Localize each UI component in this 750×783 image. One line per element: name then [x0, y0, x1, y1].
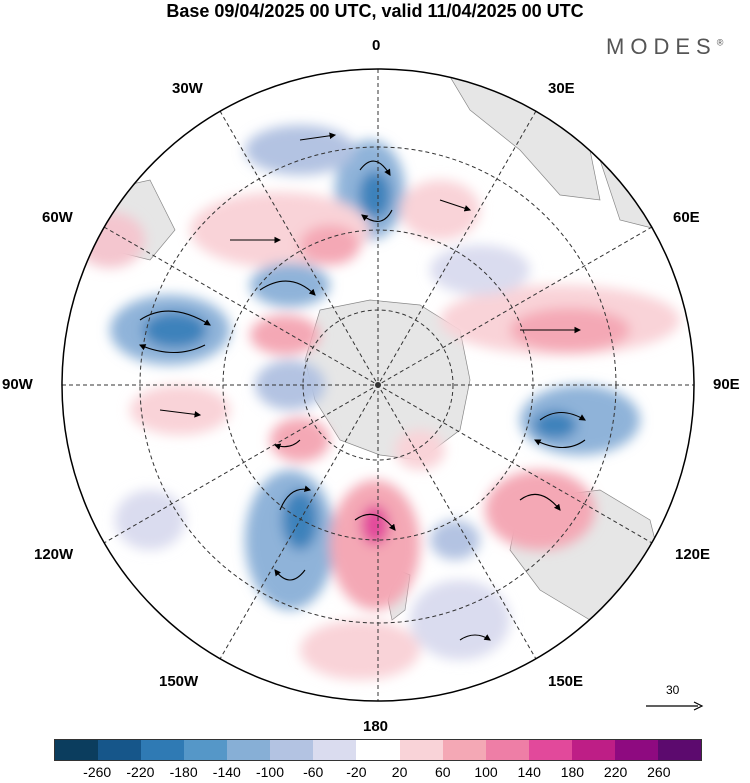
pos-anomaly — [300, 620, 420, 680]
pos-anomaly — [300, 225, 360, 265]
brand-text: MODES — [606, 34, 717, 59]
wind-vector — [138, 344, 206, 353]
reference-vector-arrow — [646, 701, 704, 711]
wind-vector — [539, 411, 586, 421]
lon-label-180: 180 — [363, 718, 389, 735]
neg-anomaly — [143, 312, 207, 348]
colorbar-segment — [614, 740, 658, 760]
wind-vector — [534, 439, 586, 449]
pos-anomaly — [130, 385, 230, 435]
colorbar-tick-label: 180 — [560, 764, 585, 780]
colorbar-tick-label: -180 — [169, 764, 198, 780]
pos-anomaly — [361, 505, 389, 545]
neg-anomaly — [430, 245, 530, 295]
colorbar-tick-label: 100 — [474, 764, 498, 780]
wind-vector — [299, 132, 337, 141]
neg-anomaly — [533, 411, 577, 439]
colorbar-segment — [485, 740, 529, 760]
colorbar-tick-label: -20 — [346, 764, 367, 780]
map-border — [61, 68, 695, 702]
registered-mark: ® — [716, 37, 724, 48]
wind-vector — [139, 310, 211, 326]
colorbar-tick-label: -140 — [212, 764, 241, 780]
colorbar-tick-label: 60 — [435, 764, 451, 780]
colorbar-tick-label: 260 — [647, 764, 671, 780]
lon-label-60w: 60W — [42, 209, 73, 226]
pos-anomaly — [395, 430, 445, 470]
neg-anomaly — [410, 580, 510, 660]
colorbar-segment — [270, 740, 314, 760]
colorbar-tick-label: 220 — [603, 764, 628, 780]
colorbar-segment — [313, 740, 357, 760]
neg-anomaly — [245, 125, 355, 175]
lon-label-120e: 120E — [675, 546, 711, 563]
lon-label-30e: 30E — [548, 80, 575, 97]
colorbar-segment — [141, 740, 185, 760]
wind-vector — [273, 439, 301, 450]
neg-anomaly — [430, 520, 480, 560]
chart-title: Base 09/04/2025 00 UTC, valid 11/04/2025… — [166, 1, 584, 21]
lon-label-60e: 60E — [673, 209, 700, 226]
modes-logo: MODES® — [606, 34, 723, 60]
wind-vector — [159, 409, 202, 418]
wind-vector — [259, 280, 316, 296]
pos-anomaly — [485, 470, 595, 550]
colorbar-segment — [657, 740, 701, 760]
wind-vector — [361, 209, 393, 222]
pos-anomaly — [75, 212, 145, 268]
colorbar-tick-label: 140 — [517, 764, 541, 780]
lon-label-0: 0 — [372, 37, 381, 54]
colorbar-segment — [528, 740, 572, 760]
pos-anomaly — [400, 180, 480, 240]
colorbar-tick-label: -220 — [126, 764, 155, 780]
pos-anomaly — [250, 315, 320, 355]
colorbar-segment — [442, 740, 486, 760]
wind-vector — [274, 569, 306, 581]
wind-vector — [519, 493, 561, 511]
colorbar-segment — [98, 740, 142, 760]
colorbar-tick-label: -60 — [303, 764, 324, 780]
wind-vector — [279, 485, 312, 511]
pole-marker — [375, 382, 381, 388]
wind-vector — [459, 634, 491, 641]
colorbar-tick-label: -100 — [255, 764, 285, 780]
wind-vectors — [138, 132, 586, 641]
neg-anomaly — [250, 263, 330, 307]
colorbar-segment — [184, 740, 228, 760]
wind-vector — [354, 513, 396, 531]
lon-label-30w: 30W — [172, 80, 203, 97]
lon-label-120w: 120W — [34, 546, 74, 563]
lon-label-90w: 90W — [2, 376, 33, 393]
colorbar-segment — [356, 740, 400, 760]
reference-vector-label: 30 — [666, 683, 680, 697]
wind-vector — [359, 160, 391, 176]
colorbar-ticks: -260 -220 -180 -140 -100 -60 -20 20 60 100 140 180 2… — [54, 764, 702, 780]
colorbar-segment — [399, 740, 443, 760]
colorbar-segment — [571, 740, 615, 760]
colorbar-tick-label: -260 — [83, 764, 112, 780]
neg-anomaly — [115, 490, 185, 550]
neg-anomaly — [359, 171, 391, 219]
colorbar-tick-label: 20 — [391, 764, 408, 780]
lon-label-150e: 150E — [548, 673, 584, 690]
lon-label-90e: 90E — [713, 376, 740, 393]
polar-map — [61, 68, 695, 702]
lon-label-150w: 150W — [159, 673, 199, 690]
anomaly-field — [75, 125, 680, 680]
colorbar — [54, 739, 702, 761]
colorbar-segment — [227, 740, 271, 760]
wind-vector — [439, 199, 472, 212]
colorbar-segment — [55, 740, 99, 760]
